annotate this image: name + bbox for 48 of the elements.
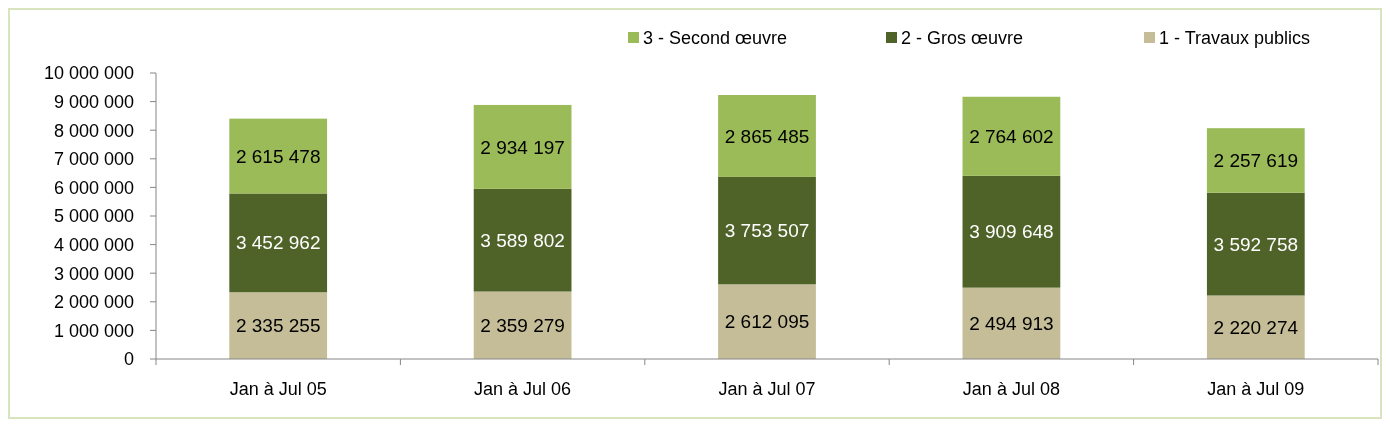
y-tick-label: 0 [123,349,134,370]
y-tick-label: 10 000 000 [43,63,134,84]
data-label: 2 359 279 [480,314,565,336]
data-label: 3 589 802 [480,229,565,251]
x-tick-label: Jan à Jul 09 [1207,379,1305,399]
data-label: 2 612 095 [724,311,810,333]
y-tick-label: 7 000 000 [53,149,134,170]
bar [1206,295,1305,359]
data-label: 2 764 602 [969,125,1054,147]
y-tick-label: 4 000 000 [53,234,134,255]
y-tick-label: 8 000 000 [53,120,134,141]
x-tick-label: Jan à Jul 08 [962,379,1060,399]
bar [962,287,1061,359]
y-tick-label: 9 000 000 [53,91,134,112]
data-label: 2 220 274 [1213,316,1299,338]
data-label: 3 452 962 [235,232,321,254]
data-label: 2 494 913 [969,312,1054,334]
bar [1206,128,1305,193]
y-tick-label: 3 000 000 [53,263,134,284]
bar [962,96,1061,176]
data-label: 3 592 758 [1213,233,1299,255]
bar [962,175,1061,288]
bar [473,188,572,292]
legend-label: 1 - Travaux publics [1159,28,1311,49]
legend-label: 3 - Second œuvre [643,28,788,49]
x-tick-label: Jan à Jul 07 [718,379,816,399]
y-tick-label: 2 000 000 [53,292,134,313]
data-label: 2 865 485 [724,125,810,147]
data-label: 2 335 255 [235,315,321,337]
bar [1206,192,1305,296]
bar [718,284,816,359]
y-tick-label: 5 000 000 [53,206,134,227]
bar [718,94,816,177]
bar [473,104,572,189]
x-tick-label: Jan à Jul 05 [229,379,327,399]
bar [229,118,328,194]
data-label: 3 753 507 [724,220,810,242]
legend-label: 2 - Gros œuvre [901,28,1024,49]
data-label: 3 909 648 [969,221,1054,243]
y-tick-label: 6 000 000 [53,177,134,198]
bar [229,292,328,359]
bar [229,193,328,293]
bar [718,176,816,285]
x-tick-label: Jan à Jul 06 [474,379,572,399]
data-label: 2 934 197 [480,136,565,158]
data-label: 2 615 478 [235,145,321,167]
data-label: 2 257 619 [1213,150,1299,172]
y-tick-label: 1 000 000 [53,320,134,341]
